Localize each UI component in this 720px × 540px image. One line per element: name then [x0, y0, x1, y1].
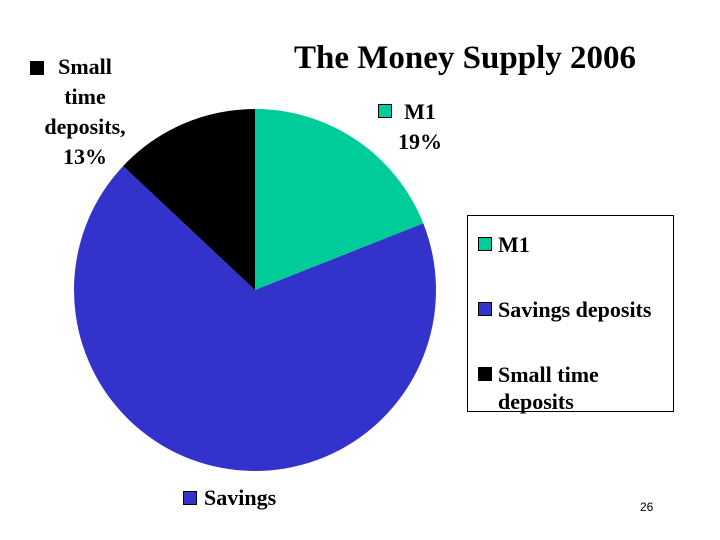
legend-label: Savings deposits: [498, 297, 652, 322]
legend-label: M1: [498, 232, 530, 257]
data-label-name: Savings: [204, 485, 277, 510]
legend-swatch: [478, 237, 492, 251]
data-label-name: M1: [404, 99, 436, 124]
legend-swatch: [478, 302, 492, 316]
slide-number: 26: [640, 500, 654, 514]
pie-slice: [123, 109, 256, 290]
legend-label: Small time deposits: [498, 362, 599, 414]
label-marker: [183, 491, 197, 505]
data-label-value: 13%: [63, 144, 107, 169]
pie-slice: [73, 166, 436, 471]
data-label-name: Small time deposits,: [44, 54, 126, 139]
data-label: Savings: [204, 483, 324, 513]
data-label: Small time deposits, 13%: [30, 52, 140, 172]
chart-title: The Money Supply 2006: [294, 40, 636, 76]
legend-swatch: [478, 367, 492, 381]
label-marker: [30, 61, 44, 75]
data-label-value: 19%: [398, 129, 442, 154]
label-marker: [378, 104, 392, 118]
data-label: M1 19%: [370, 97, 470, 157]
pie-slice: [255, 109, 424, 290]
legend: M1 Savings deposits Small time deposits: [467, 215, 674, 414]
